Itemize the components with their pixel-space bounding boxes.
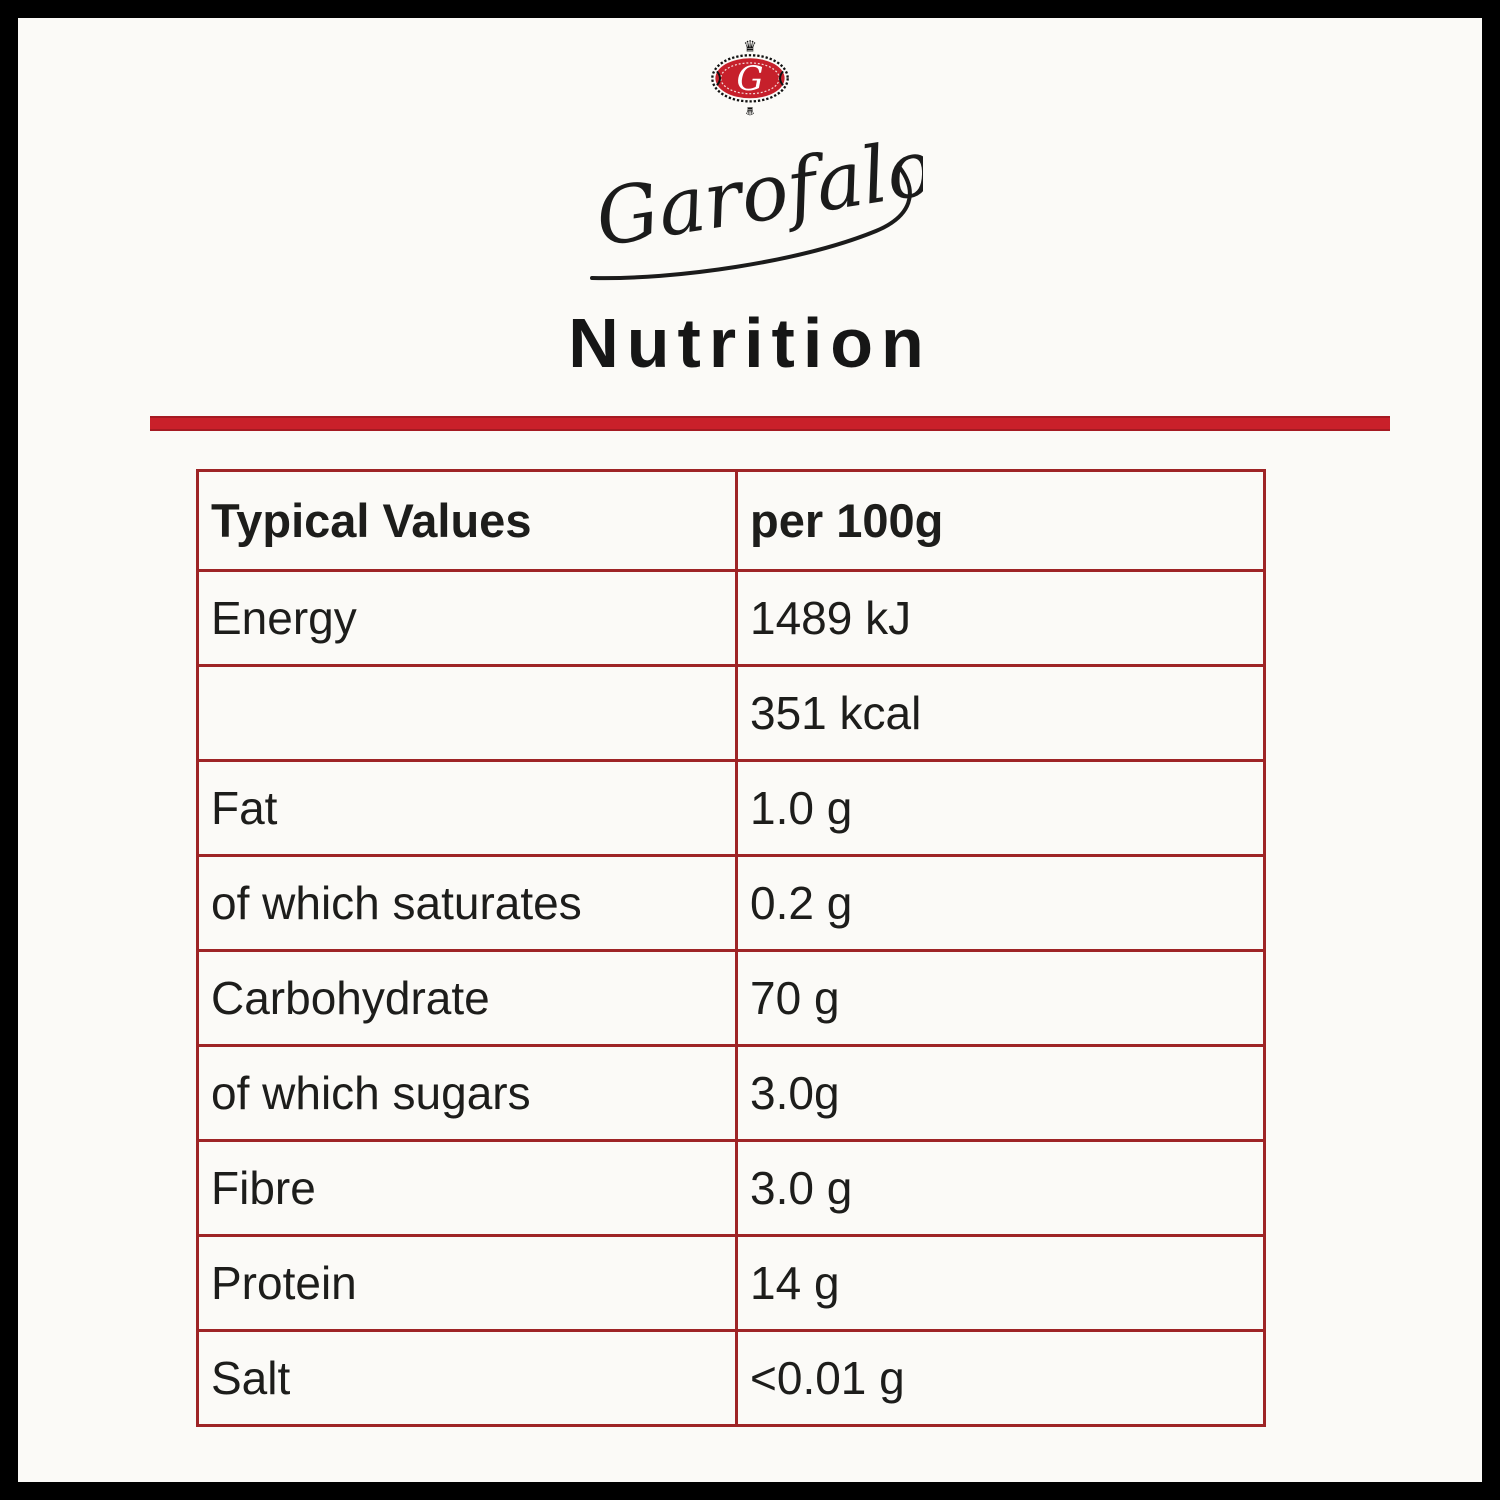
nutrient-name: Salt <box>196 1329 738 1427</box>
table-header-row: Typical Values per 100g <box>196 469 1266 572</box>
col-header-typical-values: Typical Values <box>196 469 738 572</box>
nutrient-value: 1.0 g <box>735 759 1266 857</box>
brand-signature: Garofalo <box>589 122 923 281</box>
crest-letter: G <box>736 59 763 98</box>
brand-name-text: Garofalo <box>589 122 922 264</box>
nutrient-value: 3.0g <box>735 1044 1266 1142</box>
nutrient-name: of which sugars <box>196 1044 738 1142</box>
nutrition-table: Typical Values per 100g Energy 1489 kJ 351… <box>196 469 1266 1427</box>
table-row: Fat 1.0 g <box>196 759 1266 857</box>
table-row: Protein 14 g <box>196 1234 1266 1332</box>
nutrition-table-body: Energy 1489 kJ 351 kcal Fat 1.0 g of which sa… <box>196 569 1266 1427</box>
nutrient-value: 14 g <box>735 1234 1266 1332</box>
nutrient-name: of which saturates <box>196 854 738 952</box>
table-row: Carbohydrate 70 g <box>196 949 1266 1047</box>
crest-right-pinch <box>779 70 784 86</box>
table-row: Fibre 3.0 g <box>196 1139 1266 1237</box>
crest-left-pinch <box>716 70 721 86</box>
brand-logo: ♛ G ♛ Garofalo <box>18 18 1482 288</box>
nutrient-value: 1489 kJ <box>735 569 1266 667</box>
crown-icon: ♛ <box>743 38 757 55</box>
table-row: Energy 1489 kJ <box>196 569 1266 667</box>
nutrient-name: Protein <box>196 1234 738 1332</box>
nutrient-value: <0.01 g <box>735 1329 1266 1427</box>
table-row: of which sugars 3.0g <box>196 1044 1266 1142</box>
nutrient-name: Energy <box>196 569 738 667</box>
accent-rule <box>150 416 1390 431</box>
nutrient-value: 0.2 g <box>735 854 1266 952</box>
table-row: Salt <0.01 g <box>196 1329 1266 1427</box>
table-row: 351 kcal <box>196 664 1266 762</box>
nutrient-value: 70 g <box>735 949 1266 1047</box>
signature-swash <box>589 166 912 281</box>
page-title: Nutrition <box>568 304 932 382</box>
nutrient-value: 3.0 g <box>735 1139 1266 1237</box>
nutrient-name: Carbohydrate <box>196 949 738 1047</box>
nutrient-name <box>196 664 738 762</box>
brand-crest-icon: ♛ G ♛ <box>711 38 789 116</box>
nutrient-name: Fat <box>196 759 738 857</box>
nutrient-name: Fibre <box>196 1139 738 1237</box>
nutrient-value: 351 kcal <box>735 664 1266 762</box>
col-header-per-100g: per 100g <box>735 469 1266 572</box>
crest-bottom-flourish-icon: ♛ <box>745 104 755 116</box>
crest-oval <box>715 58 785 99</box>
table-row: of which saturates 0.2 g <box>196 854 1266 952</box>
crest-scallop-ring <box>711 54 789 103</box>
